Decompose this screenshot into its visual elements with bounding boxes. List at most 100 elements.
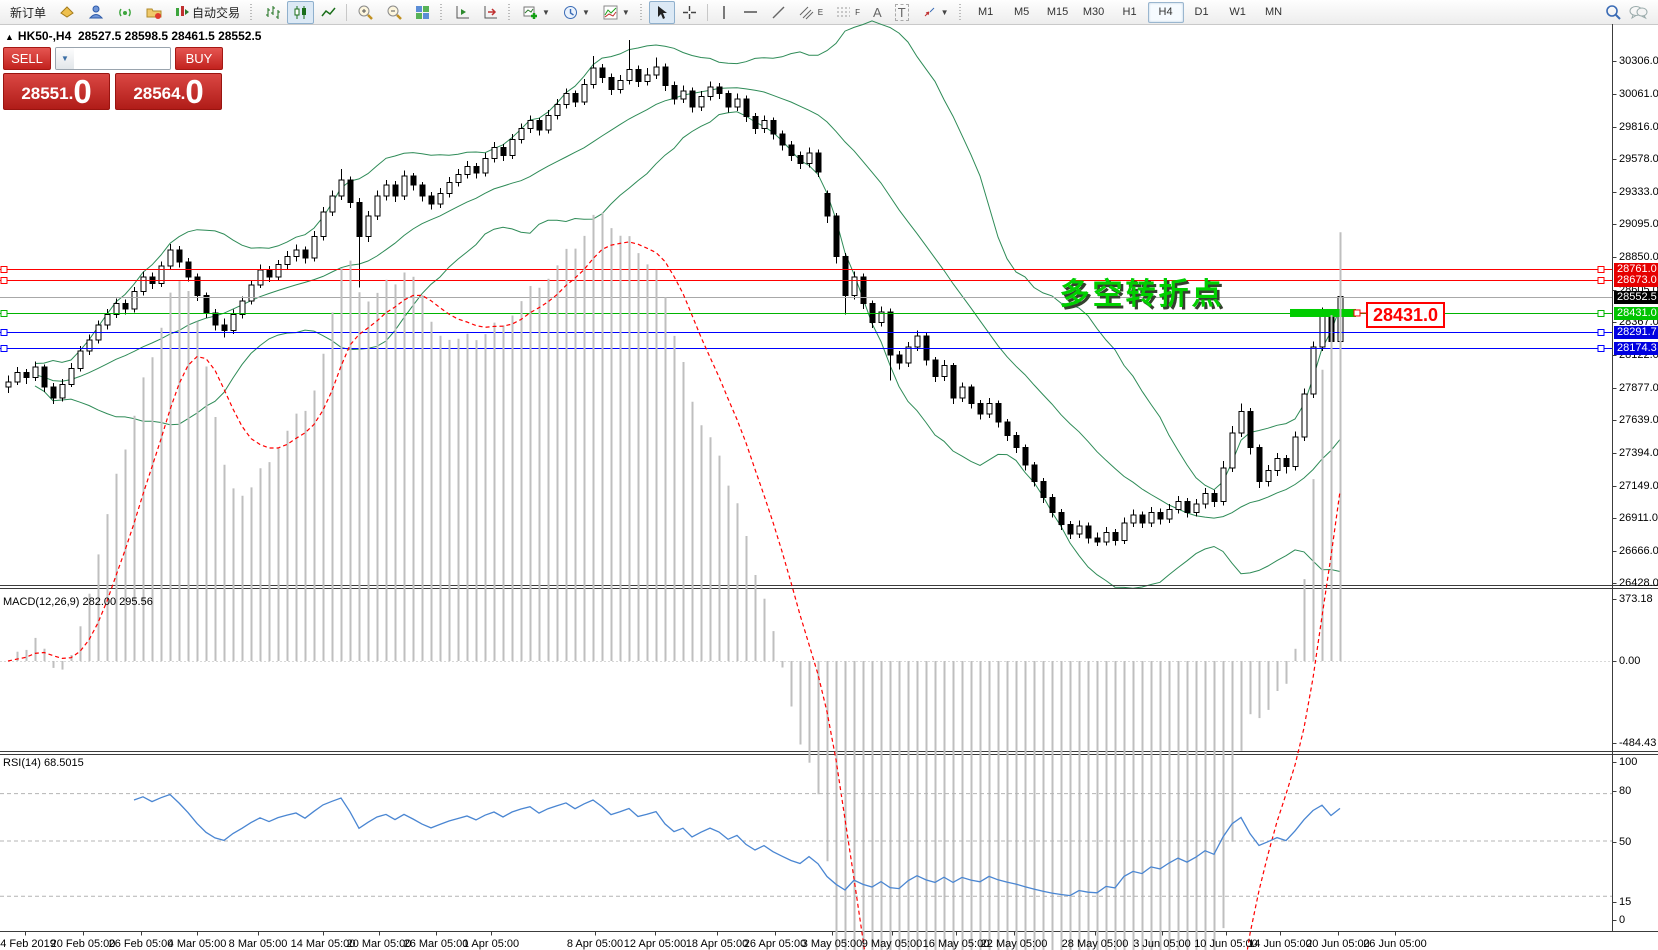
metaeditor-icon[interactable] xyxy=(53,1,81,24)
vertical-line-button[interactable] xyxy=(712,1,736,24)
indicators-button[interactable]: ▼ xyxy=(597,1,636,24)
zoom-in-button[interactable] xyxy=(351,1,379,24)
toolbar-separator xyxy=(346,3,348,21)
line-chart-icon xyxy=(321,7,336,16)
buy-button[interactable]: BUY xyxy=(175,47,223,70)
toolbar-gripper[interactable] xyxy=(440,4,446,20)
collapse-arrow-icon[interactable]: ▲ xyxy=(5,32,14,42)
chart-shift-icon xyxy=(484,5,498,18)
crosshair-icon xyxy=(682,5,696,19)
candlestick-button[interactable] xyxy=(287,0,315,24)
fibonacci-button[interactable]: F xyxy=(830,1,866,24)
toolbar-gripper[interactable] xyxy=(508,4,514,20)
time-tick-label: 9 May 05:00 xyxy=(861,938,923,950)
time-tick-label: 14 Mar 05:00 xyxy=(290,938,356,950)
new-chart-icon xyxy=(523,6,538,19)
chat-icon[interactable] xyxy=(1628,4,1648,20)
rsi-indicator-label: RSI(14) 68.5015 xyxy=(3,757,84,769)
timeframe-d1-button[interactable]: D1 xyxy=(1194,6,1209,18)
price-tick-label: 30061.0 xyxy=(1619,88,1658,100)
signals-button[interactable] xyxy=(111,1,139,24)
buy-price-main: 28564. xyxy=(133,84,186,103)
price-tick-label: 26666.0 xyxy=(1619,545,1658,557)
ohlc-values: 28527.5 28598.5 28461.5 28552.5 xyxy=(77,29,262,43)
trend-segment[interactable] xyxy=(1290,308,1356,317)
sell-price-button[interactable]: 28551. 0 xyxy=(3,73,110,110)
channel-icon xyxy=(799,6,814,19)
community-button[interactable] xyxy=(82,1,110,24)
timeframe-h1-button[interactable]: H1 xyxy=(1122,6,1137,18)
buy-price-button[interactable]: 28564. 0 xyxy=(115,73,222,110)
timeframe-m5-button[interactable]: M5 xyxy=(1013,6,1030,18)
macd-tick-label: -484.43 xyxy=(1619,737,1657,749)
volume-decrease-button[interactable]: ▼ xyxy=(56,48,74,69)
chart-shift-button[interactable] xyxy=(477,1,504,24)
sell-button[interactable]: SELL xyxy=(3,47,51,70)
time-tick-label: 14 Feb 2019 xyxy=(0,938,56,950)
autotrading-button[interactable]: 自动交易 xyxy=(169,1,246,24)
search-icon[interactable] xyxy=(1605,4,1622,21)
toolbar-gripper[interactable] xyxy=(639,4,645,20)
periods-button[interactable]: ▼ xyxy=(557,1,596,24)
horizontal-line-button[interactable] xyxy=(737,1,764,24)
time-tick-label: 28 May 05:00 xyxy=(1061,938,1129,950)
community-person-icon xyxy=(88,5,104,19)
market-button[interactable] xyxy=(140,1,168,24)
line-chart-button[interactable] xyxy=(315,1,342,24)
price-tick-label: 30306.0 xyxy=(1619,55,1658,67)
auto-scroll-icon xyxy=(456,5,470,18)
symbol-title: HK50-,H4 xyxy=(17,29,72,43)
time-tick-label: 4 Mar 05:00 xyxy=(167,938,227,950)
chart-annotation-text[interactable]: 多空转折点 xyxy=(1059,278,1225,311)
price-level-badge: 28291.7 xyxy=(1614,326,1658,339)
macd-tick-label: 373.18 xyxy=(1619,593,1653,605)
timeframe-w1-button[interactable]: W1 xyxy=(1229,6,1246,18)
price-tick-label: 29578.0 xyxy=(1619,153,1658,165)
trend-segment-handle[interactable] xyxy=(1353,309,1361,317)
price-tick-label: 29095.0 xyxy=(1619,218,1658,230)
text-label-button[interactable]: T xyxy=(889,1,915,24)
rsi-tick-label: 80 xyxy=(1619,785,1632,797)
auto-scroll-button[interactable] xyxy=(449,1,476,24)
dropdown-arrow-icon: ▼ xyxy=(581,7,590,17)
horizontal-line-icon xyxy=(743,11,757,13)
cursor-button[interactable] xyxy=(648,0,675,24)
text-button[interactable]: A xyxy=(867,1,888,24)
signals-icon xyxy=(119,8,131,17)
timeframe-m15-button[interactable]: M15 xyxy=(1046,6,1069,18)
toolbar-gripper[interactable] xyxy=(250,4,256,20)
timeframe-h4-button[interactable]: H4 xyxy=(1147,1,1184,23)
vertical-line-icon xyxy=(723,5,725,19)
price-level-badge: 28174.3 xyxy=(1614,342,1658,355)
text-tool-icon: A xyxy=(873,4,882,20)
timeframe-m30-button[interactable]: M30 xyxy=(1082,6,1105,18)
new-chart-button[interactable]: ▼ xyxy=(517,1,556,24)
price-level-badge: 28673.0 xyxy=(1614,274,1658,287)
price-tick-label: 29816.0 xyxy=(1619,121,1658,133)
dropdown-arrow-icon: ▼ xyxy=(940,7,949,17)
time-tick-label: 8 Apr 05:00 xyxy=(566,938,624,950)
price-tick-label: 27394.0 xyxy=(1619,447,1658,459)
volume-input[interactable] xyxy=(74,48,170,69)
sell-price-main: 28551. xyxy=(21,84,74,103)
crosshair-button[interactable] xyxy=(676,1,703,24)
timeframe-mn-button[interactable]: MN xyxy=(1265,6,1283,18)
one-click-trading-panel: SELL ▼ ▲ BUY 28551.0 28564.0 xyxy=(3,47,223,110)
zoom-out-button[interactable] xyxy=(380,1,408,24)
time-tick-label: 20 Feb 05:00 xyxy=(50,938,116,950)
new-order-button[interactable]: 新订单 xyxy=(4,1,52,24)
bar-chart-button[interactable] xyxy=(259,1,286,24)
zoom-out-icon xyxy=(387,5,402,20)
arrows-button[interactable]: ▼ xyxy=(916,1,955,24)
price-level-badge: 28761.0 xyxy=(1614,263,1658,276)
tile-windows-button[interactable] xyxy=(409,1,436,24)
trendline-button[interactable] xyxy=(765,1,792,24)
price-level-callout[interactable]: 28431.0 xyxy=(1366,302,1446,328)
channel-button[interactable]: E xyxy=(793,1,829,24)
time-tick-label: 26 Feb 05:00 xyxy=(108,938,174,950)
axis-ticks xyxy=(25,61,1617,936)
timeframe-m1-button[interactable]: M1 xyxy=(977,6,994,18)
channel-sub-label: E xyxy=(817,7,824,17)
toolbar-gripper[interactable] xyxy=(958,4,964,20)
